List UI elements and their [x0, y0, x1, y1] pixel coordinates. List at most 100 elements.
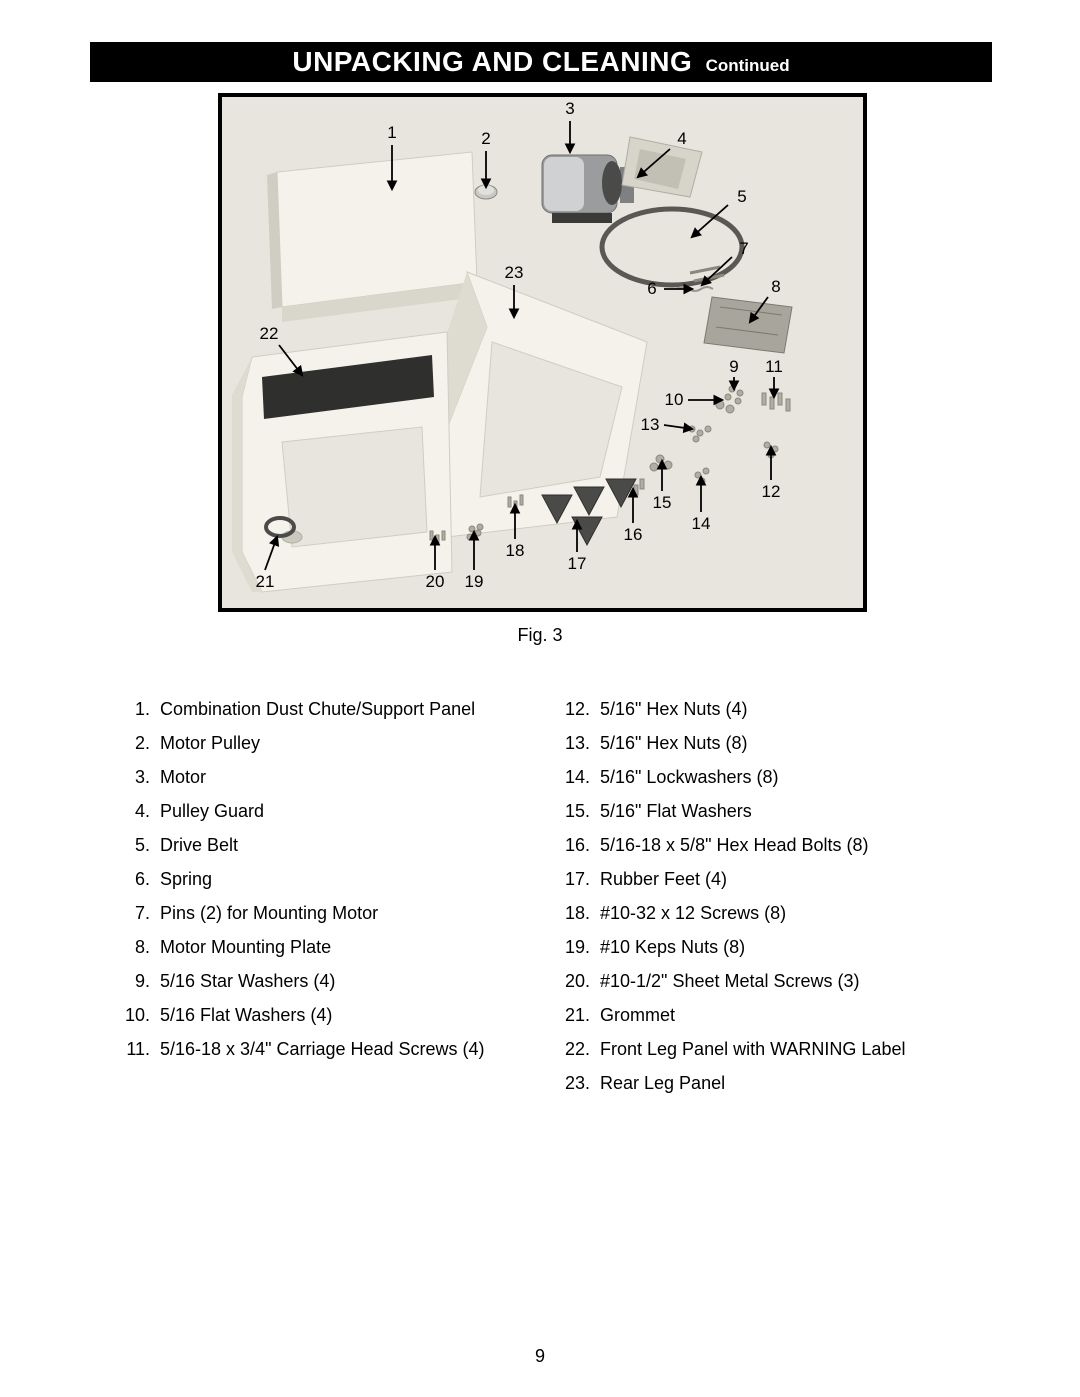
parts-list-item-number: 3.	[120, 768, 160, 786]
callout-number-23: 23	[505, 263, 524, 283]
figure-illustration	[222, 97, 863, 608]
callout-number-3: 3	[565, 99, 574, 119]
parts-list-item-text: #10-1/2" Sheet Metal Screws (3)	[600, 972, 860, 990]
part-mounting-plate	[704, 297, 792, 353]
parts-list-item-text: Drive Belt	[160, 836, 238, 854]
callout-number-9: 9	[729, 357, 738, 377]
callout-number-17: 17	[568, 554, 587, 574]
parts-list-item-text: Front Leg Panel with WARNING Label	[600, 1040, 905, 1058]
parts-list-item-text: Motor	[160, 768, 206, 786]
parts-list-item-text: Rubber Feet (4)	[600, 870, 727, 888]
callout-number-1: 1	[387, 123, 396, 143]
parts-list-item: 2.Motor Pulley	[120, 734, 520, 752]
parts-list-item: 15.5/16" Flat Washers	[560, 802, 960, 820]
parts-list-item-text: Combination Dust Chute/Support Panel	[160, 700, 475, 718]
parts-list-item-number: 5.	[120, 836, 160, 854]
callout-number-15: 15	[653, 493, 672, 513]
parts-list-item-text: 5/16 Star Washers (4)	[160, 972, 335, 990]
parts-list-item: 19.#10 Keps Nuts (8)	[560, 938, 960, 956]
parts-list-item-number: 18.	[560, 904, 600, 922]
parts-list-item-text: 5/16 Flat Washers (4)	[160, 1006, 332, 1024]
parts-list-col-right: 12.5/16" Hex Nuts (4)13.5/16" Hex Nuts (…	[560, 700, 960, 1108]
callout-number-6: 6	[647, 279, 656, 299]
parts-list-item-number: 10.	[120, 1006, 160, 1024]
parts-list-item-text: 5/16" Flat Washers	[600, 802, 752, 820]
parts-list-item-number: 23.	[560, 1074, 600, 1092]
callout-number-10: 10	[665, 390, 684, 410]
parts-list-item-number: 15.	[560, 802, 600, 820]
parts-list-item-number: 19.	[560, 938, 600, 956]
callout-number-21: 21	[256, 572, 275, 592]
parts-list: 1.Combination Dust Chute/Support Panel2.…	[120, 700, 960, 1108]
parts-list-item-text: Pulley Guard	[160, 802, 264, 820]
parts-list-item-text: Grommet	[600, 1006, 675, 1024]
parts-list-item: 5.Drive Belt	[120, 836, 520, 854]
parts-list-item: 3.Motor	[120, 768, 520, 786]
parts-list-item-number: 14.	[560, 768, 600, 786]
parts-list-item-text: 5/16" Lockwashers (8)	[600, 768, 778, 786]
parts-list-item-text: Motor Pulley	[160, 734, 260, 752]
parts-list-item-text: #10-32 x 12 Screws (8)	[600, 904, 786, 922]
parts-list-item-text: Pins (2) for Mounting Motor	[160, 904, 378, 922]
parts-list-item-number: 6.	[120, 870, 160, 888]
parts-list-item-text: 5/16-18 x 3/4" Carriage Head Screws (4)	[160, 1040, 485, 1058]
callout-number-12: 12	[762, 482, 781, 502]
parts-list-item: 13.5/16" Hex Nuts (8)	[560, 734, 960, 752]
parts-list-item-number: 8.	[120, 938, 160, 956]
parts-list-item: 16.5/16-18 x 5/8" Hex Head Bolts (8)	[560, 836, 960, 854]
callout-number-18: 18	[506, 541, 525, 561]
part-motor-pulley	[475, 185, 497, 199]
parts-list-item-number: 12.	[560, 700, 600, 718]
section-title-main: UNPACKING AND CLEANING	[292, 46, 692, 77]
parts-list-item: 7.Pins (2) for Mounting Motor	[120, 904, 520, 922]
page-number: 9	[535, 1346, 545, 1367]
parts-list-item: 8.Motor Mounting Plate	[120, 938, 520, 956]
parts-list-item-number: 11.	[120, 1040, 160, 1058]
figure-frame: 1234567891011121314151617181920212223	[218, 93, 867, 612]
part-dust-chute	[267, 152, 477, 322]
part-front-leg-panel	[232, 332, 452, 592]
parts-list-item-number: 22.	[560, 1040, 600, 1058]
parts-list-item: 18.#10-32 x 12 Screws (8)	[560, 904, 960, 922]
parts-list-item-text: 5/16" Hex Nuts (8)	[600, 734, 747, 752]
parts-list-item-number: 9.	[120, 972, 160, 990]
parts-list-item-number: 16.	[560, 836, 600, 854]
callout-number-11: 11	[765, 357, 783, 377]
parts-list-col-left: 1.Combination Dust Chute/Support Panel2.…	[120, 700, 520, 1108]
parts-list-item: 22.Front Leg Panel with WARNING Label	[560, 1040, 960, 1058]
parts-list-item: 4.Pulley Guard	[120, 802, 520, 820]
parts-list-item: 6.Spring	[120, 870, 520, 888]
parts-list-item: 23.Rear Leg Panel	[560, 1074, 960, 1092]
parts-list-item-number: 17.	[560, 870, 600, 888]
callout-number-14: 14	[692, 514, 711, 534]
callout-number-19: 19	[465, 572, 484, 592]
parts-list-item-text: 5/16-18 x 5/8" Hex Head Bolts (8)	[600, 836, 869, 854]
section-title-bar: UNPACKING AND CLEANING Continued	[90, 42, 992, 82]
parts-list-item: 10.5/16 Flat Washers (4)	[120, 1006, 520, 1024]
parts-list-item-text: 5/16" Hex Nuts (4)	[600, 700, 747, 718]
section-title-sub: Continued	[706, 56, 790, 75]
parts-list-item-text: Motor Mounting Plate	[160, 938, 331, 956]
callout-number-22: 22	[260, 324, 279, 344]
callout-number-8: 8	[771, 277, 780, 297]
parts-list-item: 9.5/16 Star Washers (4)	[120, 972, 520, 990]
parts-list-item-text: #10 Keps Nuts (8)	[600, 938, 745, 956]
parts-list-item: 12.5/16" Hex Nuts (4)	[560, 700, 960, 718]
parts-list-item-number: 4.	[120, 802, 160, 820]
parts-list-item: 21.Grommet	[560, 1006, 960, 1024]
callout-number-7: 7	[739, 239, 748, 259]
parts-list-item-number: 21.	[560, 1006, 600, 1024]
callout-number-4: 4	[677, 129, 686, 149]
parts-list-item-number: 13.	[560, 734, 600, 752]
parts-list-item-number: 1.	[120, 700, 160, 718]
callout-number-20: 20	[426, 572, 445, 592]
figure-caption: Fig. 3	[517, 625, 562, 646]
callout-number-16: 16	[624, 525, 643, 545]
parts-list-item-number: 7.	[120, 904, 160, 922]
parts-list-item-text: Rear Leg Panel	[600, 1074, 725, 1092]
parts-list-item: 14.5/16" Lockwashers (8)	[560, 768, 960, 786]
parts-list-item-number: 2.	[120, 734, 160, 752]
parts-list-item: 1.Combination Dust Chute/Support Panel	[120, 700, 520, 718]
parts-list-item-number: 20.	[560, 972, 600, 990]
parts-list-item: 17.Rubber Feet (4)	[560, 870, 960, 888]
